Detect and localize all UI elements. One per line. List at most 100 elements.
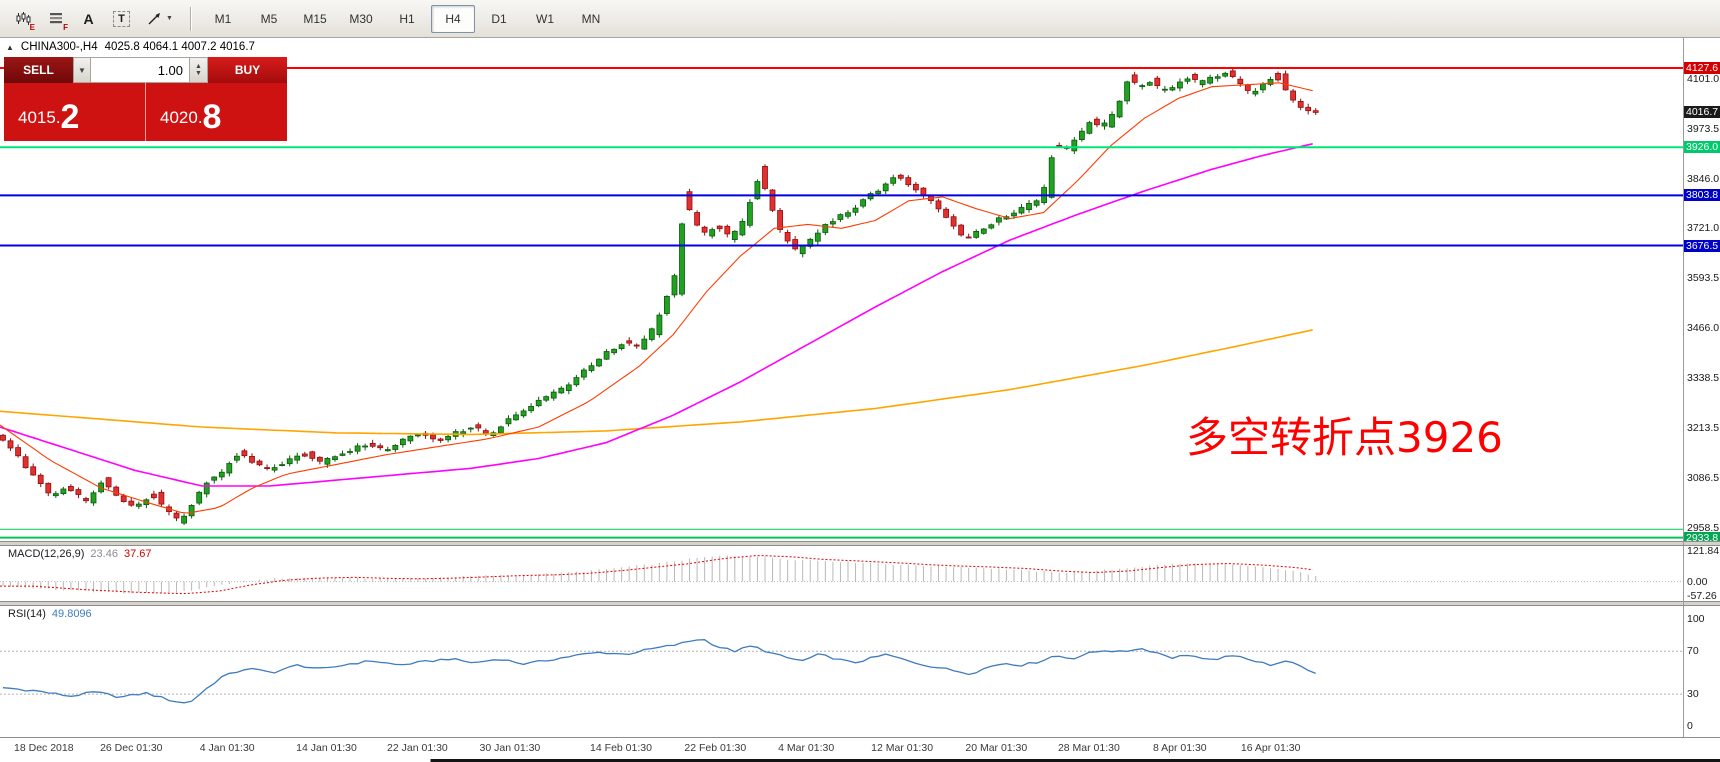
volume-spinner[interactable]: ▲ ▼ <box>190 57 208 83</box>
chart-header: ▲ CHINA300-,H4 4025.8 4064.1 4007.2 4016… <box>6 41 255 53</box>
price-axis-label: 4101.0 <box>1687 72 1720 85</box>
macd-name: MACD(12,26,9) <box>8 548 85 560</box>
rsi-axis-label: 100 <box>1687 613 1705 625</box>
trendline-tool-icon[interactable]: ▼ <box>140 4 180 33</box>
timeframe-button-m30[interactable]: M30 <box>349 11 373 26</box>
bid-price[interactable]: 4015. 2 <box>4 83 146 141</box>
spinner-down-icon[interactable]: ▼ <box>195 70 202 77</box>
price-axis-label: 3086.5 <box>1687 471 1720 484</box>
price-axis-tag: 4127.6 <box>1684 62 1720 74</box>
date-axis-label: 14 Jan 01:30 <box>296 742 357 754</box>
rsi-name: RSI(14) <box>8 608 46 620</box>
ask-price-main: 4020. <box>160 108 203 127</box>
tool-sub-letter: F <box>63 23 68 32</box>
date-axis-label: 4 Jan 01:30 <box>199 742 255 754</box>
price-axis-label: 3593.5 <box>1687 272 1720 285</box>
price-axis-tag: 3676.5 <box>1684 239 1720 252</box>
macd-canvas <box>0 555 1683 595</box>
ma-slow-line <box>0 329 1313 436</box>
main-chart-panel[interactable]: ▲ CHINA300-,H4 4025.8 4064.1 4007.2 4016… <box>0 38 1720 544</box>
timeframe-button-w1[interactable]: W1 <box>536 11 554 26</box>
text-label-tool-icon[interactable]: T <box>107 4 136 33</box>
price-axis-tag: 4016.7 <box>1684 105 1720 118</box>
macd-axis-label: 0.00 <box>1687 575 1708 588</box>
timeframe-button-m1[interactable]: M1 <box>214 11 232 26</box>
volume-dropdown-caret-icon[interactable]: ▼ <box>73 57 91 83</box>
date-axis-label: 16 Apr 01:30 <box>1240 742 1301 754</box>
spinner-up-icon[interactable]: ▲ <box>195 63 202 70</box>
ma-mid-line <box>0 143 1313 487</box>
date-axis-label: 26 Dec 01:30 <box>100 742 163 754</box>
date-axis[interactable]: 18 Dec 2018 26 Dec 01:30 4 Jan 01:30 14 Jan… <box>0 737 1720 759</box>
macd-histogram <box>2 555 1317 594</box>
panel-splitter[interactable] <box>0 601 1720 606</box>
bid-price-big-digit: 2 <box>60 98 80 136</box>
bid-price-main: 4015. <box>18 108 61 127</box>
letter-a-glyph: A <box>83 10 94 27</box>
timeframe-button-m15[interactable]: M15 <box>303 11 327 26</box>
price-axis-tag: 2933.8 <box>1684 531 1720 544</box>
macd-signal-value: 37.67 <box>123 548 152 560</box>
chart-annotation-text: 多空转折点3926 <box>1186 413 1503 462</box>
grid-tool-icon[interactable]: F <box>41 4 70 33</box>
grid-glyph <box>49 12 62 23</box>
price-axis-label: 2958.5 <box>1687 521 1720 534</box>
date-axis-label: 20 Mar 01:30 <box>965 742 1028 754</box>
macd-main-value: 23.46 <box>90 548 118 560</box>
price-axis-label: 3721.0 <box>1687 222 1720 234</box>
candlestick-tool-icon[interactable]: E <box>8 4 37 33</box>
rsi-axis-label: 70 <box>1687 645 1699 658</box>
timeframe-button-h1[interactable]: H1 <box>399 11 415 26</box>
arrow-glyph <box>148 12 161 24</box>
macd-signal-line <box>0 555 1313 595</box>
macd-axis-label: -57.26 <box>1687 590 1717 602</box>
dropdown-caret-icon: ▼ <box>166 15 173 22</box>
ohlc-values-label: 4025.8 4064.1 4007.2 4016.7 <box>104 41 255 53</box>
date-axis-label: 12 Mar 01:30 <box>871 742 934 754</box>
rsi-value: 49.8096 <box>51 608 92 620</box>
price-axis-label: 3213.5 <box>1687 421 1720 434</box>
timeframe-button-m5[interactable]: M5 <box>260 11 278 26</box>
bottom-edge-strip <box>0 759 1720 762</box>
date-axis-label: 8 Apr 01:30 <box>1152 742 1207 754</box>
price-axis-tag: 3926.0 <box>1684 141 1720 154</box>
letter-t-glyph: T <box>113 10 130 27</box>
date-axis-label: 14 Feb 01:30 <box>590 742 652 754</box>
candlestick-series <box>0 67 1319 525</box>
buy-button[interactable]: BUY <box>208 57 287 83</box>
timeframe-button-h4[interactable]: H4 <box>431 4 475 33</box>
price-axis-label: 3466.0 <box>1687 322 1720 335</box>
symbol-period-label: CHINA300-,H4 <box>20 41 98 53</box>
price-axis-tag: 3803.8 <box>1684 189 1720 202</box>
date-axis-label: 30 Jan 01:30 <box>479 742 541 754</box>
macd-axis-label: 121.84 <box>1687 545 1720 557</box>
volume-input[interactable]: 1.00 <box>91 57 190 83</box>
ma-fast-line <box>0 82 1313 514</box>
sell-button[interactable]: SELL <box>4 57 73 83</box>
ask-price-big-digit: 8 <box>202 98 222 136</box>
toolbar: E F A T ▼ M1 M5 M15 M30 H1 H4 D1 W1 MN <box>0 0 1720 38</box>
rsi-panel[interactable]: RSI(14) 49.8096 100 70 30 0 <box>0 606 1720 737</box>
toolbar-separator <box>190 6 192 31</box>
date-axis-label: 18 Dec 2018 <box>14 742 74 754</box>
panel-splitter[interactable] <box>0 541 1720 546</box>
rsi-canvas <box>0 639 1683 704</box>
price-axis-label: 3846.0 <box>1687 172 1720 185</box>
font-tool-icon[interactable]: A <box>74 4 103 33</box>
price-axis-border <box>1683 38 1684 737</box>
collapse-arrow-icon[interactable]: ▲ <box>6 42 14 52</box>
rsi-axis-label: 30 <box>1687 688 1699 701</box>
candles-glyph <box>16 11 30 25</box>
date-axis-label: 28 Mar 01:30 <box>1057 742 1120 754</box>
ask-price[interactable]: 4020. 8 <box>146 83 287 141</box>
one-click-trading-widget: SELL ▼ 1.00 ▲ ▼ BUY 4015. 2 4020. 8 <box>4 57 287 141</box>
macd-label: MACD(12,26,9) 23.46 37.67 <box>8 548 151 560</box>
timeframe-button-mn[interactable]: MN <box>581 11 601 26</box>
macd-panel[interactable]: MACD(12,26,9) 23.46 37.67 121.84 0.00 -57.26 <box>0 545 1720 602</box>
timeframe-button-d1[interactable]: D1 <box>491 11 507 26</box>
timeframe-button-group: M1 M5 M15 M30 H1 H4 D1 W1 MN <box>200 4 614 33</box>
date-axis-label: 22 Jan 01:30 <box>387 742 448 754</box>
candlestick-chart-canvas <box>0 67 1683 539</box>
rsi-axis-label: 0 <box>1687 720 1693 733</box>
